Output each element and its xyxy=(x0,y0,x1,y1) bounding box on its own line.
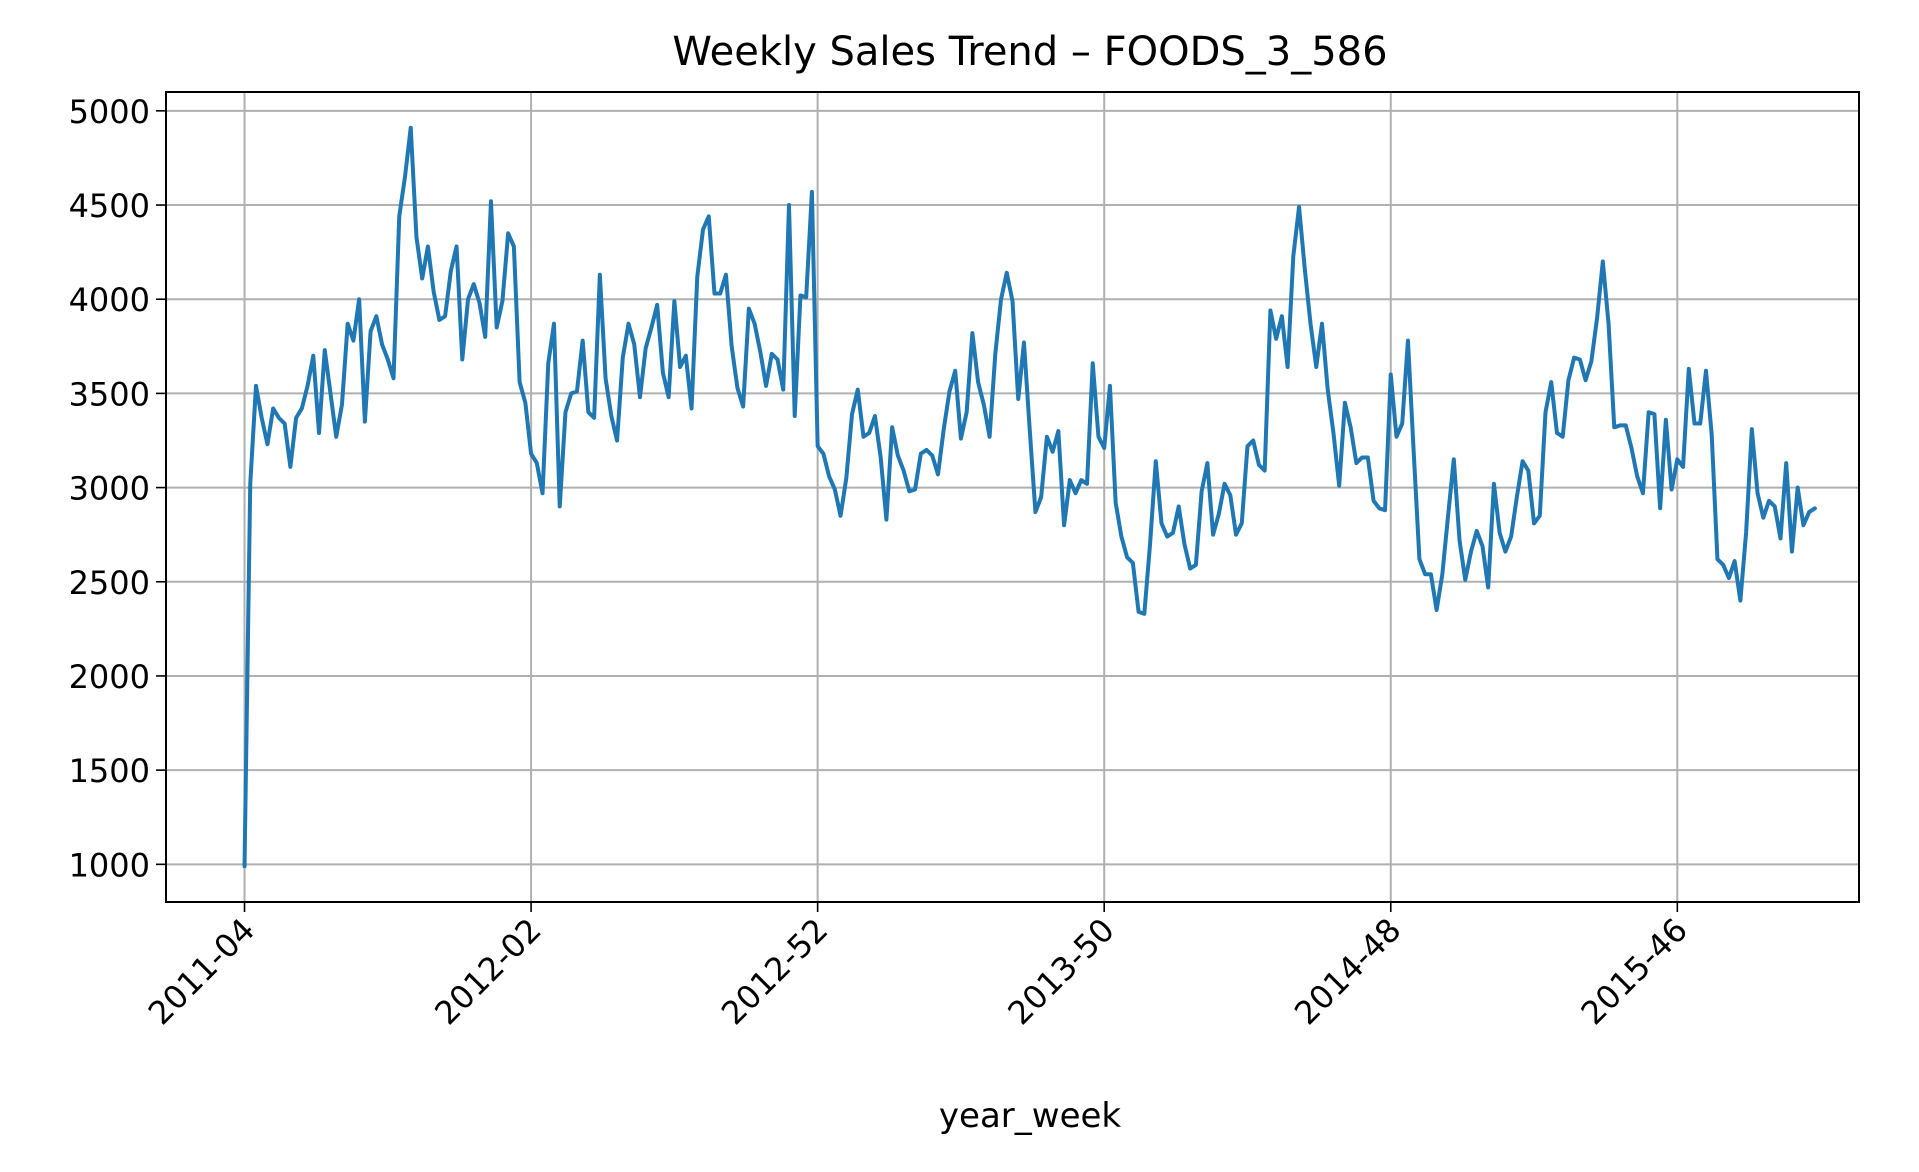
y-tick-label: 2500 xyxy=(69,564,150,602)
y-tick-label: 3000 xyxy=(69,470,150,508)
y-tick-label: 2000 xyxy=(69,658,150,696)
y-tick-label: 1000 xyxy=(69,846,150,884)
gridlines xyxy=(166,92,1859,902)
axes-frame xyxy=(165,91,1860,903)
y-tick-label: 1500 xyxy=(69,752,150,790)
y-axis-ticks: 1000 1500 2000 2500 3000 3500 4000 4500 5000 xyxy=(69,93,166,884)
x-axis-label: year_week xyxy=(939,1096,1121,1136)
y-tick-label: 3500 xyxy=(69,375,150,413)
chart-title: Weekly Sales Trend – FOODS_3_586 xyxy=(672,29,1387,75)
y-tick-label: 5000 xyxy=(69,93,150,131)
y-tick-label: 4000 xyxy=(69,281,150,319)
series-line xyxy=(242,125,1817,869)
y-tick-label: 4500 xyxy=(69,187,150,225)
series-layer xyxy=(242,125,1817,869)
